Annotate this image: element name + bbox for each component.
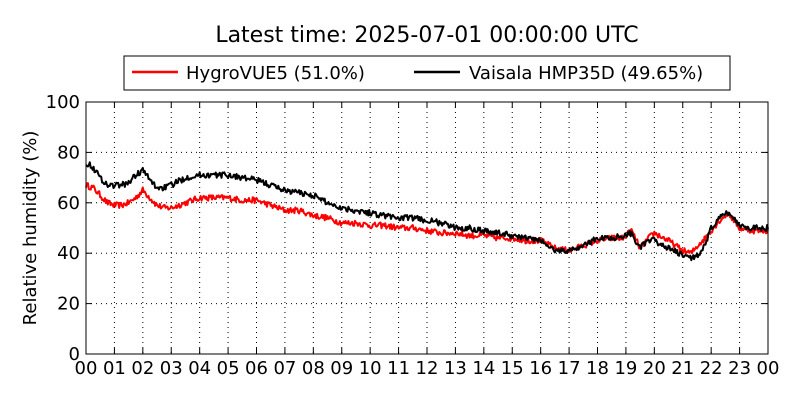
- x-tick-label: 01: [103, 358, 126, 379]
- legend-label-vaisala: Vaisala HMP35D (49.65%): [469, 63, 703, 84]
- y-tick-label: 80: [57, 142, 80, 163]
- y-tick-label: 100: [46, 92, 80, 113]
- x-tick-label: 09: [330, 358, 353, 379]
- x-tick-label: 19: [614, 358, 637, 379]
- x-tick-label: 13: [444, 358, 467, 379]
- x-tick-label: 02: [131, 358, 154, 379]
- x-tick-label: 17: [558, 358, 581, 379]
- x-tick-label: 15: [501, 358, 524, 379]
- series-line-hygrovue5: [85, 182, 769, 255]
- x-tick-label: 12: [416, 358, 439, 379]
- x-tick-label: 00: [75, 358, 98, 379]
- plot-series: [85, 161, 769, 262]
- x-tick-label: 18: [586, 358, 609, 379]
- x-tick-label: 14: [472, 358, 495, 379]
- legend: HygroVUE5 (51.0%) Vaisala HMP35D (49.65%…: [123, 55, 731, 91]
- x-tick-label: 05: [217, 358, 240, 379]
- x-tick-label: 07: [273, 358, 296, 379]
- y-tick-label: 40: [57, 243, 80, 264]
- y-axis-tick-labels: 0 20 40 60 80 100: [46, 92, 80, 365]
- x-tick-label: 04: [188, 358, 211, 379]
- y-tick-label: 0: [69, 344, 80, 365]
- y-axis-label: Relative humidity (%): [20, 131, 41, 326]
- x-axis-tick-labels: 00 01 02 03 04 05 06 07 08 09 10 11 12 13 14 15 16 17 18 19…: [75, 358, 780, 379]
- legend-label-hygrovue5: HygroVUE5 (51.0%): [186, 63, 365, 84]
- series-line-vaisala: [85, 161, 769, 262]
- axis-ticks: [85, 101, 769, 355]
- x-tick-label: 21: [671, 358, 694, 379]
- x-tick-label: 08: [302, 358, 325, 379]
- y-tick-label: 20: [57, 294, 80, 315]
- y-tick-label: 60: [57, 193, 80, 214]
- x-tick-label: 22: [700, 358, 723, 379]
- x-tick-label: 11: [387, 358, 410, 379]
- x-tick-label: 00: [757, 358, 780, 379]
- x-tick-label: 06: [245, 358, 268, 379]
- x-tick-label: 23: [728, 358, 751, 379]
- x-tick-label: 10: [359, 358, 382, 379]
- x-tick-label: 03: [160, 358, 183, 379]
- x-tick-label: 16: [529, 358, 552, 379]
- chart-title: Latest time: 2025-07-01 00:00:00 UTC: [215, 23, 638, 48]
- x-tick-label: 20: [643, 358, 666, 379]
